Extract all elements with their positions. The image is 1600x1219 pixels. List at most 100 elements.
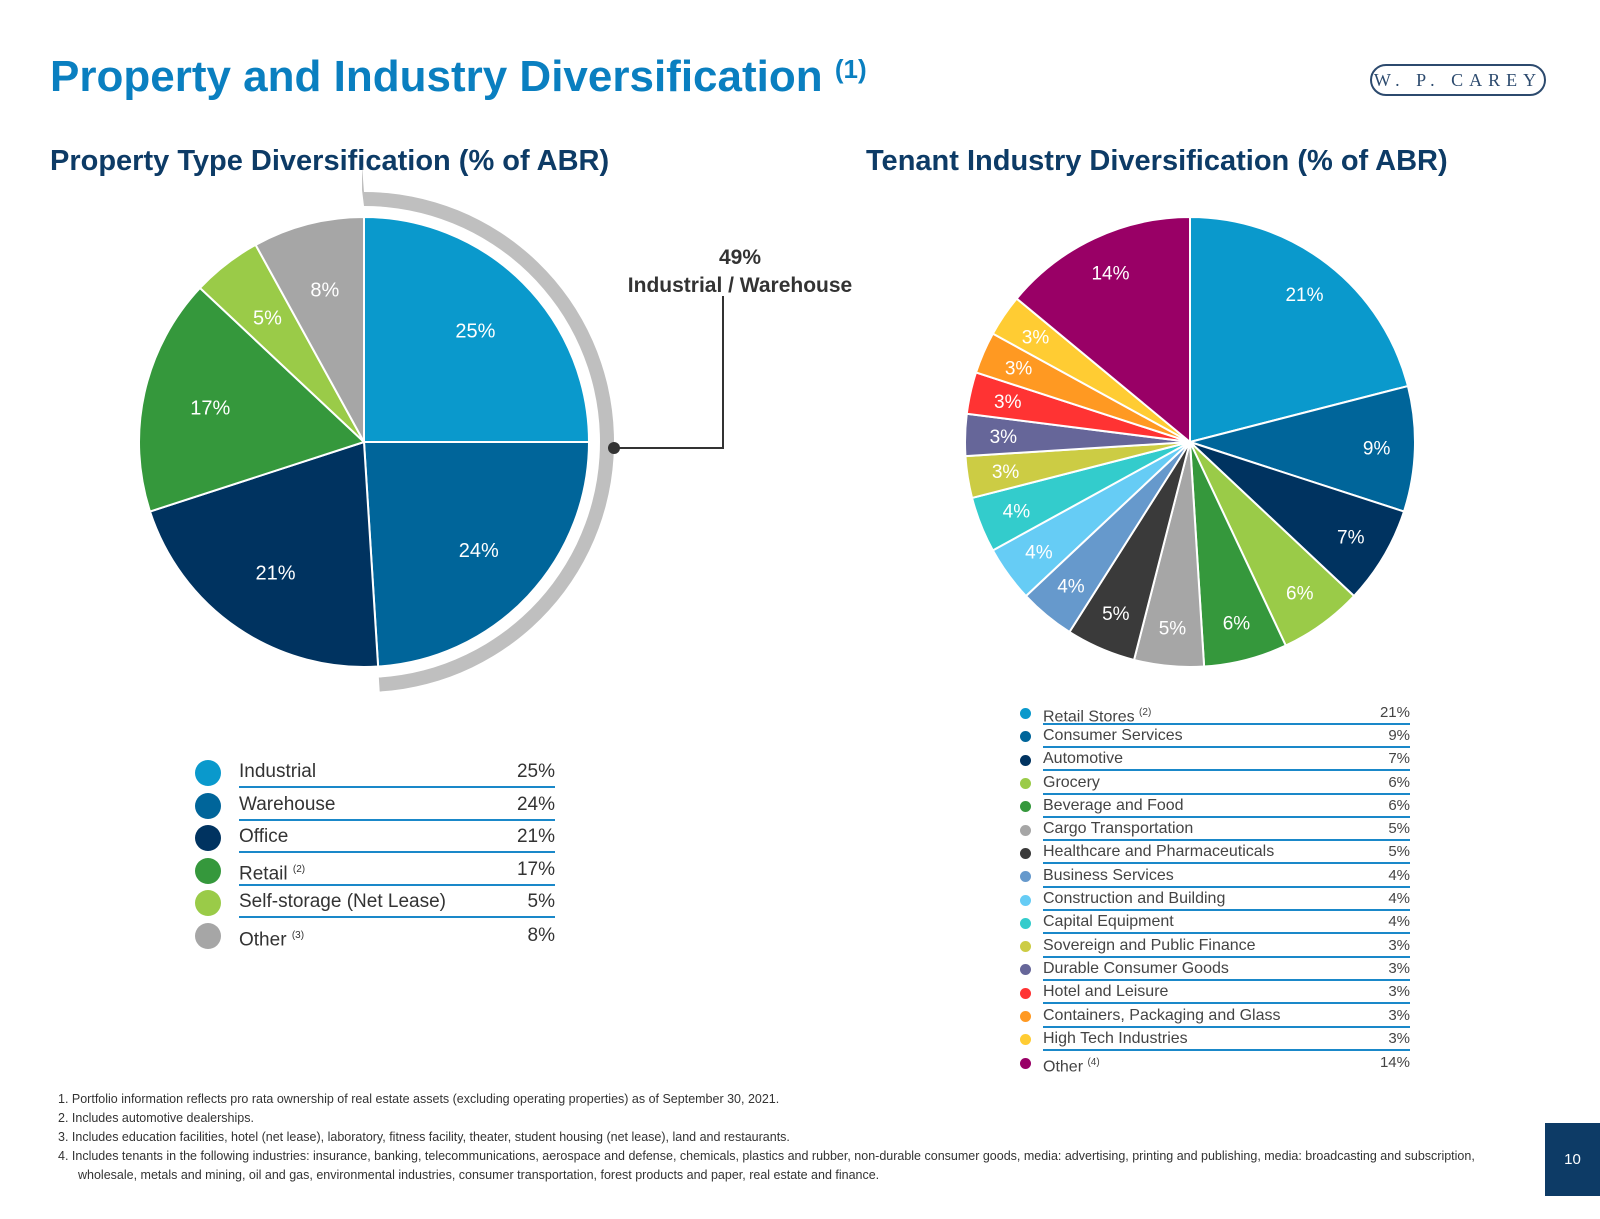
legend-label: Containers, Packaging and Glass <box>1043 1006 1360 1028</box>
pie-slice <box>362 441 591 668</box>
industry-legend: Retail Stores (2) 21% Consumer Services 9% A… <box>1020 702 1410 1075</box>
legend-swatch <box>195 825 221 852</box>
legend-value: 21% <box>1360 703 1410 725</box>
legend-value: 24% <box>495 791 555 821</box>
slice-label: 21% <box>1285 285 1323 306</box>
legend-item: Beverage and Food 6% <box>1020 795 1410 818</box>
slice-label: 5% <box>1102 604 1130 625</box>
footnotes: 1. Portfolio information reflects pro ra… <box>58 1090 1498 1185</box>
legend-label: Sovereign and Public Finance <box>1043 936 1360 958</box>
legend-label: Business Services <box>1043 866 1360 888</box>
pie-slice <box>138 286 366 513</box>
legend-value: 5% <box>1360 819 1410 842</box>
legend-item: High Tech Industries 3% <box>1020 1028 1410 1051</box>
legend-item: Consumer Services 9% <box>1020 725 1410 748</box>
legend-item: Retail Stores (2) 21% <box>1020 702 1410 725</box>
legend-value: 5% <box>1360 842 1410 865</box>
slice-label: 21% <box>255 562 295 584</box>
legend-value: 8% <box>527 924 555 946</box>
legend-swatch <box>1020 824 1031 836</box>
legend-value: 25% <box>495 758 555 789</box>
pie-slice <box>148 440 380 668</box>
legend-value: 3% <box>1360 1006 1410 1028</box>
property-legend: Industrial 25% Warehouse 24% Office 21% Retail… <box>195 757 555 952</box>
slice-label: 7% <box>1337 528 1365 549</box>
legend-label: Office <box>239 823 495 854</box>
page-title: Property and Industry Diversification (1… <box>50 52 867 101</box>
legend-item: Industrial 25% <box>195 757 555 790</box>
legend-label: Self-storage (Net Lease) <box>239 888 495 919</box>
legend-swatch <box>1020 964 1031 976</box>
page-number: 10 <box>1545 1123 1600 1196</box>
legend-label: Durable Consumer Goods <box>1043 959 1360 981</box>
slice-label: 4% <box>1003 501 1031 522</box>
footnote: 1. Portfolio information reflects pro ra… <box>58 1092 780 1106</box>
legend-swatch <box>195 922 221 949</box>
legend-swatch <box>195 857 221 884</box>
slice-label: 3% <box>992 462 1020 483</box>
legend-label: Hotel and Leisure <box>1043 982 1360 1005</box>
legend-label: Other (4) <box>1043 1057 1100 1076</box>
legend-value: 17% <box>495 856 555 886</box>
legend-label: Retail (2) <box>239 856 495 886</box>
right-chart-title: Tenant Industry Diversification (% of AB… <box>866 145 1448 177</box>
legend-item: Self-storage (Net Lease) 5% <box>195 887 555 920</box>
legend-item: Durable Consumer Goods 3% <box>1020 958 1410 981</box>
legend-label: Cargo Transportation <box>1043 819 1360 842</box>
slice-label: 3% <box>990 427 1018 448</box>
legend-item: Automotive 7% <box>1020 749 1410 772</box>
legend-swatch <box>1020 731 1031 743</box>
legend-value: 6% <box>1360 773 1410 795</box>
legend-label: Industrial <box>239 758 495 789</box>
legend-label: Grocery <box>1043 773 1360 795</box>
legend-swatch <box>1020 778 1031 790</box>
legend-item: Retail (2) 17% <box>195 855 555 888</box>
slice-label: 6% <box>1286 584 1314 605</box>
slice-label: 4% <box>1057 577 1085 598</box>
slice-label: 17% <box>190 398 230 420</box>
slice-label: 5% <box>1159 619 1187 640</box>
legend-label: Beverage and Food <box>1043 796 1360 818</box>
legend-label: Other (3) <box>239 929 305 951</box>
legend-swatch <box>1020 894 1031 906</box>
legend-swatch <box>195 890 221 917</box>
slice-label: 24% <box>459 540 499 562</box>
legend-swatch <box>195 792 221 819</box>
legend-item: Business Services 4% <box>1020 865 1410 888</box>
pie-slice <box>363 215 591 443</box>
legend-item: Cargo Transportation 5% <box>1020 818 1410 842</box>
pie-slice <box>1189 215 1410 444</box>
legend-label: High Tech Industries <box>1043 1029 1360 1051</box>
pie-slice <box>1015 215 1191 445</box>
legend-item: Warehouse 24% <box>195 790 555 823</box>
legend-value: 5% <box>495 888 555 919</box>
legend-value: 6% <box>1360 796 1410 818</box>
legend-label: Warehouse <box>239 791 495 821</box>
legend-item: Capital Equipment 4% <box>1020 912 1410 935</box>
legend-label: Automotive <box>1043 749 1360 772</box>
footnote: 2. Includes automotive dealerships. <box>58 1111 254 1125</box>
legend-value: 9% <box>1360 726 1410 748</box>
legend-swatch <box>1020 801 1031 813</box>
legend-item: Healthcare and Pharmaceuticals 5% <box>1020 842 1410 865</box>
legend-item: Grocery 6% <box>1020 772 1410 795</box>
legend-swatch <box>1020 847 1031 859</box>
legend-swatch <box>1020 1011 1031 1022</box>
legend-value: 21% <box>495 823 555 854</box>
legend-label: Retail Stores (2) <box>1043 703 1360 725</box>
legend-swatch <box>1020 871 1031 883</box>
callout-label: 49% Industrial / Warehouse <box>627 246 853 297</box>
pie-slice <box>254 215 365 443</box>
legend-swatch <box>1020 1034 1031 1046</box>
legend-label: Consumer Services <box>1043 726 1360 748</box>
legend-swatch <box>1020 941 1031 953</box>
slice-label: 3% <box>1005 358 1033 379</box>
footnote: 4. Includes tenants in the following ind… <box>58 1149 1475 1182</box>
slice-label: 14% <box>1091 264 1129 285</box>
legend-swatch <box>1020 754 1031 766</box>
legend-label: Construction and Building <box>1043 889 1360 912</box>
legend-item: Sovereign and Public Finance 3% <box>1020 935 1410 958</box>
legend-value: 14% <box>1379 1054 1410 1072</box>
legend-item: Other (3) 8% <box>195 920 555 953</box>
